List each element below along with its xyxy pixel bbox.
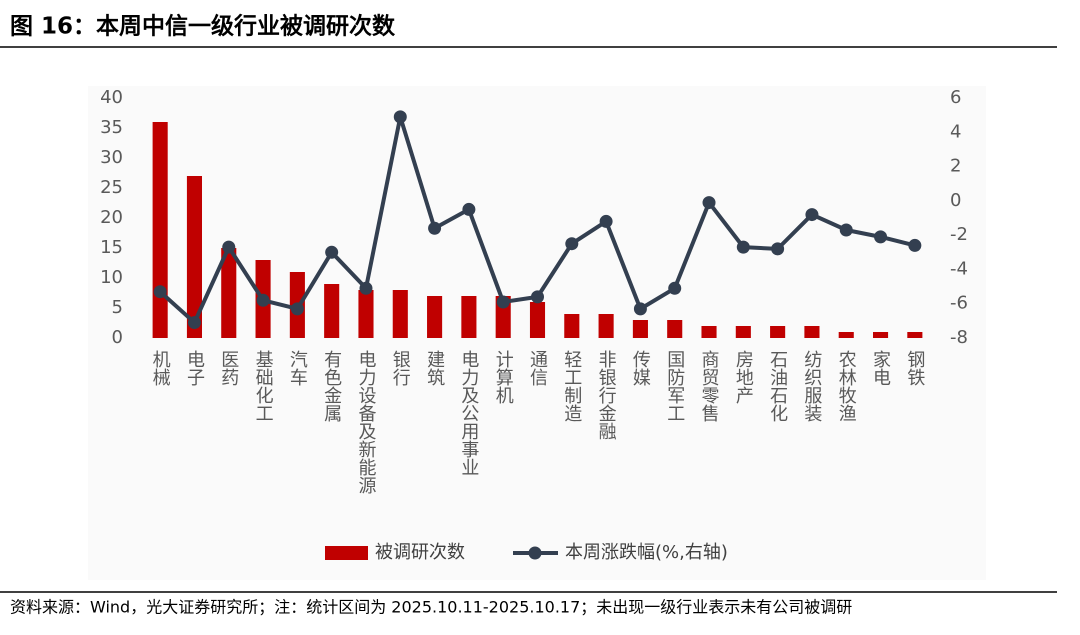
y2-tick-label: 2: [950, 156, 961, 177]
line-marker: [702, 196, 716, 210]
line-marker: [736, 240, 750, 254]
bar: [804, 326, 820, 338]
x-tick-label: 房地产: [733, 350, 754, 404]
y-tick-label: 35: [100, 117, 123, 138]
bar: [392, 290, 408, 338]
x-tick-label: 有色金属: [321, 350, 342, 422]
x-tick-label: 建筑: [424, 350, 445, 386]
line-marker: [222, 240, 236, 254]
line-marker: [187, 316, 201, 330]
line-marker: [153, 285, 167, 299]
legend-label: 本周涨跌幅(%,右轴): [565, 542, 728, 563]
x-tick-label: 汽车: [287, 350, 308, 386]
bar: [872, 332, 889, 338]
x-tick-label: 电力设备及新能源: [355, 350, 376, 495]
y2-tick-label: -4: [950, 258, 968, 279]
chart-title: 图 16：本周中信一级行业被调研次数: [10, 13, 396, 40]
x-tick-label: 电子: [184, 350, 205, 386]
line-marker: [805, 208, 819, 222]
y-tick-label: 10: [100, 267, 123, 288]
x-tick-label: 石油石化: [767, 350, 788, 422]
line-marker: [393, 110, 407, 124]
x-tick-label: 机械: [150, 350, 171, 386]
x-tick-label: 医药: [218, 350, 239, 386]
y-tick-label: 25: [100, 177, 123, 198]
bar: [564, 314, 580, 338]
y2-tick-label: 0: [950, 190, 961, 211]
line-marker: [325, 245, 339, 259]
bar: [838, 332, 854, 338]
bar: [770, 326, 786, 338]
y2-tick-label: 4: [950, 121, 961, 142]
x-tick-label: 银行: [390, 350, 411, 386]
x-tick-label: 国防军工: [664, 350, 685, 422]
bar: [221, 248, 237, 338]
source-note: 资料来源：Wind，光大证券研究所；注：统计区间为 2025.10.11-202…: [10, 598, 852, 617]
y2-tick-label: 6: [950, 87, 961, 108]
line-marker: [496, 295, 510, 309]
x-tick-label: 通信: [527, 350, 548, 386]
bar: [358, 290, 374, 338]
bar: [529, 302, 546, 338]
y-tick-label: 20: [100, 207, 123, 228]
legend-label: 被调研次数: [375, 542, 465, 563]
line-marker: [771, 242, 785, 256]
bar: [701, 326, 717, 338]
y-tick-label: 5: [112, 297, 123, 318]
line-marker: [256, 293, 270, 307]
y-tick-label: 15: [100, 237, 123, 258]
x-tick-label: 基础化工: [253, 350, 274, 422]
x-tick-label: 钢铁: [904, 350, 925, 386]
bar: [186, 176, 203, 338]
x-tick-label: 商贸零售: [699, 350, 720, 422]
line-marker: [462, 202, 476, 216]
bar: [907, 332, 923, 338]
legend-marker: [528, 546, 542, 560]
line-marker: [874, 230, 888, 244]
y2-tick-label: -2: [950, 224, 968, 245]
legend-swatch: [325, 546, 368, 560]
x-tick-label: 家电: [870, 350, 891, 386]
bar: [152, 122, 168, 338]
y2-tick-label: -8: [950, 327, 968, 348]
bar: [324, 284, 340, 338]
bar: [598, 314, 614, 338]
y-tick-label: 30: [100, 147, 123, 168]
line-marker: [428, 221, 442, 235]
line-marker: [908, 238, 922, 252]
bar: [632, 320, 648, 338]
y-tick-label: 40: [100, 87, 123, 108]
line-marker: [633, 302, 647, 316]
line-marker: [668, 281, 682, 295]
x-tick-label: 计算机: [493, 350, 514, 404]
x-tick-label: 非银行金融: [596, 350, 617, 440]
x-tick-label: 电力及公用事业: [458, 350, 479, 476]
line-marker: [599, 214, 613, 228]
x-tick-label: 传媒: [630, 350, 651, 386]
bar: [461, 296, 477, 338]
line-marker: [359, 281, 373, 295]
line-marker: [290, 302, 304, 316]
line-marker: [531, 290, 544, 304]
bar: [427, 296, 443, 338]
x-tick-label: 农林牧渔: [836, 350, 857, 422]
bar: [735, 326, 751, 338]
line-marker: [565, 237, 579, 251]
bar: [667, 320, 683, 338]
y2-tick-label: -6: [950, 293, 968, 314]
line-marker: [839, 223, 853, 237]
x-tick-label: 轻工制造: [561, 350, 582, 422]
y-tick-label: 0: [112, 327, 123, 348]
x-tick-label: 纺织服装: [801, 350, 822, 422]
